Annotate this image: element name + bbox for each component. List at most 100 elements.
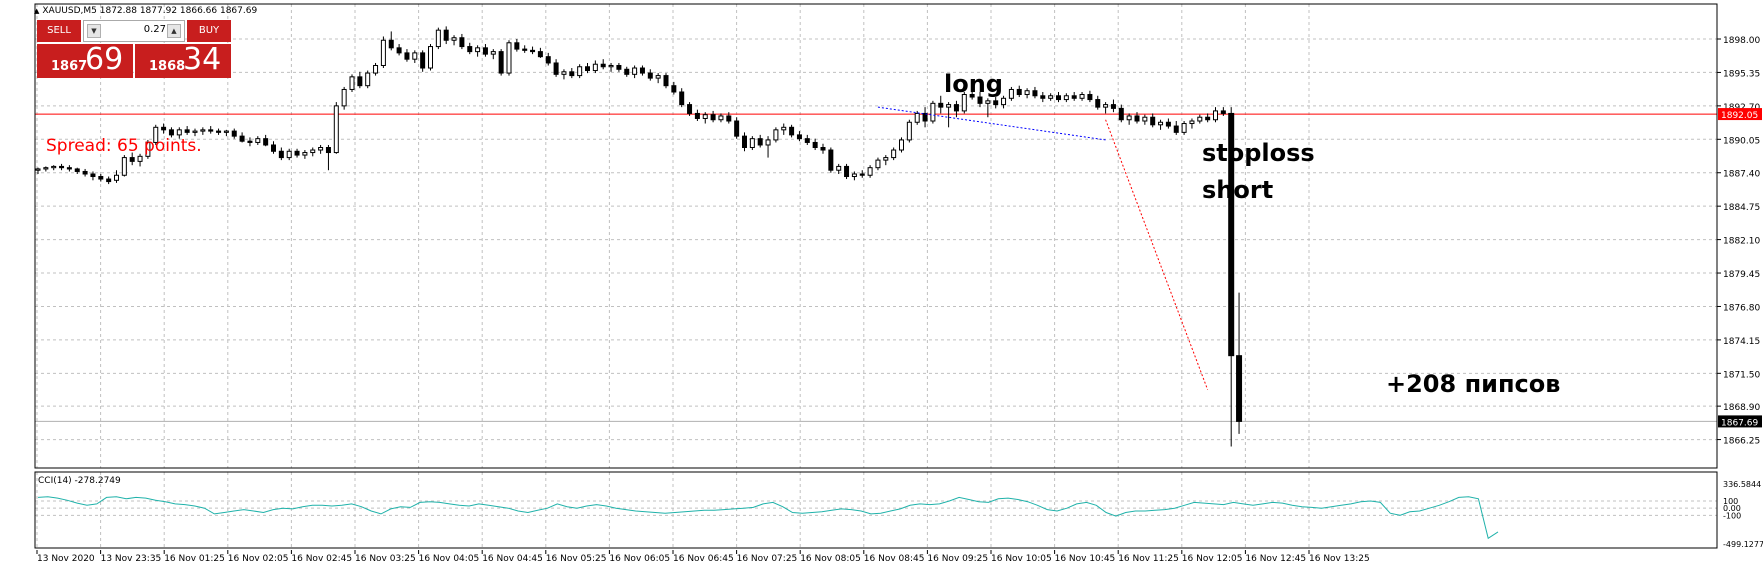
- candle-body: [993, 100, 999, 106]
- candle-body: [930, 102, 936, 122]
- candle-body: [844, 165, 850, 178]
- bid-badge: [1718, 415, 1762, 428]
- candle-body: [1008, 88, 1014, 99]
- candle-body: [953, 104, 959, 112]
- candle-body: [98, 176, 104, 180]
- candle-body: [812, 141, 818, 149]
- cci-tick-label: 336.5844: [1723, 480, 1761, 489]
- price-level-badge-text: 1892.05: [1721, 111, 1758, 121]
- candle-body: [278, 150, 284, 159]
- candle-body: [851, 173, 857, 178]
- time-tick-label: 16 Nov 09:25: [927, 554, 988, 564]
- sell-price-small: 1867: [51, 59, 88, 74]
- time-tick-label: 16 Nov 11:25: [1118, 554, 1179, 564]
- candle-body: [271, 144, 276, 152]
- price-tick-label: 1868.90: [1723, 403, 1760, 413]
- candle-body: [639, 67, 645, 74]
- candle-body: [836, 165, 842, 171]
- candle-body: [922, 112, 928, 122]
- candle-body: [1110, 104, 1116, 109]
- annotation-long: long: [944, 70, 1003, 98]
- candle-body: [349, 76, 355, 90]
- candle-body: [1173, 125, 1179, 133]
- candle-body: [1228, 112, 1235, 357]
- candle-body: [121, 157, 127, 176]
- buy-button[interactable]: BUY: [187, 20, 231, 42]
- cci-label: CCI(14) -278.2749: [38, 476, 121, 486]
- candle-body: [765, 139, 771, 146]
- buy-price-box[interactable]: 1868 34: [135, 42, 231, 78]
- candle-body: [781, 126, 787, 131]
- horizontal-lines[interactable]: 1892.05 1867.69: [35, 108, 1762, 428]
- candle-body: [475, 47, 481, 53]
- candle-body: [679, 91, 685, 106]
- candle-body: [404, 52, 410, 60]
- spread-text: Spread: 65 points.: [46, 136, 202, 156]
- time-tick-label: 16 Nov 06:05: [609, 554, 670, 564]
- candle-body: [192, 130, 198, 133]
- candle-body: [168, 129, 174, 136]
- candle-body: [789, 126, 795, 136]
- cci-tick-label: -499.1277: [1723, 540, 1763, 549]
- candle-body: [985, 100, 991, 104]
- candle-body: [247, 140, 253, 143]
- candle-body: [1032, 90, 1038, 97]
- candle-body: [632, 67, 638, 75]
- candle-body: [773, 129, 779, 141]
- candle-body: [467, 46, 473, 53]
- candle-body: [66, 167, 72, 170]
- time-tick-label: 16 Nov 06:45: [673, 554, 734, 564]
- candle-body: [451, 37, 457, 41]
- candle-body: [946, 104, 952, 108]
- price-tick-label: 1882.10: [1723, 237, 1760, 247]
- candle-body: [671, 85, 677, 93]
- candle-body: [687, 104, 693, 114]
- sell-price-big: 69: [85, 42, 124, 77]
- candle-body: [577, 66, 583, 77]
- lot-down-icon[interactable]: ▼: [87, 24, 101, 38]
- candle-body: [977, 96, 983, 104]
- candle-body: [1118, 107, 1124, 121]
- price-tick-label: 1895.35: [1723, 69, 1760, 79]
- candle-body: [396, 47, 402, 54]
- candle-body: [43, 167, 49, 170]
- candle-body: [161, 126, 167, 131]
- time-tick-label: 16 Nov 13:25: [1309, 554, 1370, 564]
- time-tick-label: 16 Nov 02:45: [291, 554, 352, 564]
- candle-body: [137, 155, 143, 162]
- candle-body: [200, 129, 206, 132]
- lot-up-icon[interactable]: ▲: [167, 24, 181, 38]
- price-tick-label: 1874.15: [1723, 337, 1760, 347]
- lot-size-field[interactable]: ▼ 0.27 ▲: [83, 20, 185, 42]
- sell-button[interactable]: SELL: [37, 20, 81, 42]
- candle-body: [1165, 121, 1171, 127]
- candle-body: [373, 64, 379, 74]
- price-tick-label: 1887.40: [1723, 170, 1760, 180]
- candle-body: [129, 157, 135, 162]
- candle-body: [341, 88, 347, 107]
- candle-body: [624, 68, 630, 75]
- candle-body: [938, 102, 944, 108]
- buy-price-small: 1868: [149, 59, 186, 74]
- price-tick-label: 1866.25: [1723, 437, 1760, 447]
- candle-body: [459, 37, 465, 48]
- candle-body: [899, 139, 904, 151]
- time-tick-label: 16 Nov 07:25: [737, 554, 798, 564]
- candle-body: [208, 129, 214, 132]
- candle-body: [333, 105, 339, 154]
- candle-body: [318, 147, 324, 151]
- time-tick-label: 16 Nov 10:05: [991, 554, 1052, 564]
- sell-price-box[interactable]: 1867 69: [37, 42, 133, 78]
- candle-body: [796, 134, 802, 140]
- time-tick-label: 16 Nov 04:45: [482, 554, 543, 564]
- candle-body: [1071, 95, 1077, 99]
- time-tick-label: 16 Nov 12:45: [1245, 554, 1306, 564]
- lot-value[interactable]: 0.27: [143, 24, 166, 35]
- candle-body: [522, 48, 528, 51]
- one-click-trading-panel: SELL ▼ 0.27 ▲ BUY 1867 69 1868 34: [37, 20, 231, 78]
- time-tick-label: 16 Nov 04:05: [419, 554, 480, 564]
- candle-body: [969, 94, 975, 98]
- candle-body: [482, 47, 488, 55]
- candle-body: [428, 46, 433, 69]
